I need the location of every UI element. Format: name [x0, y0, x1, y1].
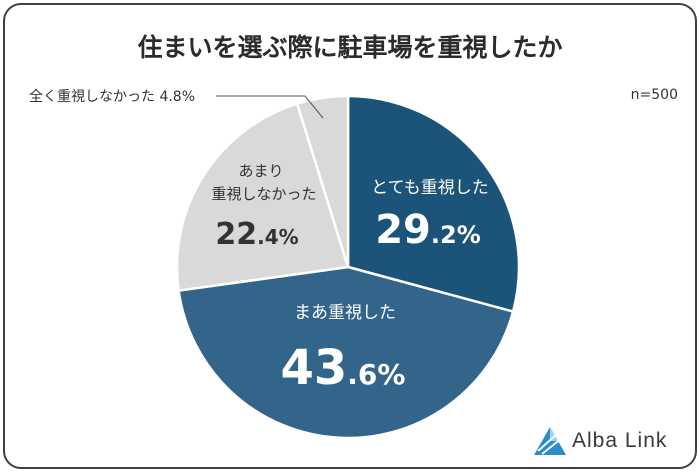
pie-slice-not-at-all-important — [295, 94, 350, 268]
pie-slice-somewhat-important — [177, 265, 515, 440]
slice-value-very-important: 29.2% — [375, 207, 481, 253]
slice-label-not-at-all-important: 全く重視しなかった 4.8% — [29, 88, 195, 105]
slice-value-somewhat-important: 43.6% — [281, 340, 406, 396]
slice-label-not-very-important-line1: あまり — [238, 162, 283, 180]
pie-slice-very-important — [346, 94, 521, 314]
slice-label-somewhat-important: まあ重視した — [294, 303, 396, 323]
alba-link-logo-icon — [534, 427, 566, 455]
brand-name: Alba Link — [572, 429, 668, 452]
brand-logo: Alba Link — [532, 424, 667, 458]
frame-border — [3, 3, 697, 469]
slice-label-not-very-important-line2: 重視しなかった — [211, 185, 316, 203]
pie-slice-not-very-important — [175, 102, 350, 292]
slice-value-not-very-important: 22.4% — [215, 217, 298, 252]
chart-title: 住まいを選ぶ際に駐車場を重視したか — [137, 33, 563, 62]
slice-label-very-important: とても重視した — [371, 178, 489, 198]
leader-line-not-at-all — [216, 95, 324, 119]
sample-size-label: n=500 — [630, 87, 678, 103]
